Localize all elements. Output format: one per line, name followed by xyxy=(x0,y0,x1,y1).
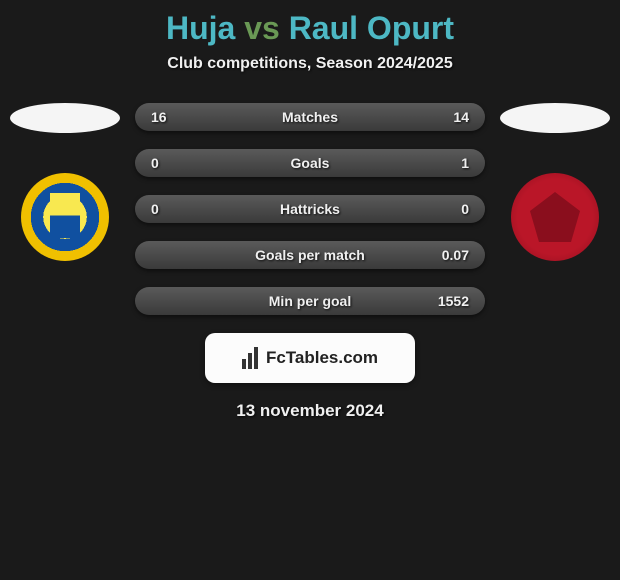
stat-label: Matches xyxy=(282,109,338,125)
fctables-branding-badge[interactable]: FcTables.com xyxy=(205,333,415,383)
stat-left-value: 16 xyxy=(151,109,186,125)
right-logo-column xyxy=(495,103,615,261)
stat-left-value: 0 xyxy=(151,201,186,217)
stat-row-goals: 0 Goals 1 xyxy=(135,149,485,177)
stat-row-hattricks: 0 Hattricks 0 xyxy=(135,195,485,223)
stat-row-goals-per-match: Goals per match 0.07 xyxy=(135,241,485,269)
stat-row-min-per-goal: Min per goal 1552 xyxy=(135,287,485,315)
stat-label: Min per goal xyxy=(269,293,351,309)
vs-separator: vs xyxy=(244,10,280,46)
stat-right-value: 0.07 xyxy=(434,247,469,263)
player2-placeholder-ellipse xyxy=(500,103,610,133)
player2-name: Raul Opurt xyxy=(289,10,454,46)
content-row: 16 Matches 14 0 Goals 1 0 Hattricks 0 Go… xyxy=(0,103,620,315)
stats-column: 16 Matches 14 0 Goals 1 0 Hattricks 0 Go… xyxy=(135,103,485,315)
stat-label: Hattricks xyxy=(280,201,340,217)
petrolul-ploiesti-logo xyxy=(21,173,109,261)
stat-label: Goals xyxy=(291,155,330,171)
player1-name: Huja xyxy=(166,10,235,46)
stat-label: Goals per match xyxy=(255,247,365,263)
snapshot-date: 13 november 2024 xyxy=(0,401,620,421)
branding-text: FcTables.com xyxy=(266,348,378,368)
comparison-title: Huja vs Raul Opurt xyxy=(0,10,620,47)
competition-subtitle: Club competitions, Season 2024/2025 xyxy=(0,55,620,73)
stat-right-value: 1552 xyxy=(434,293,469,309)
comparison-card: Huja vs Raul Opurt Club competitions, Se… xyxy=(0,0,620,421)
chart-icon xyxy=(242,347,258,369)
stat-row-matches: 16 Matches 14 xyxy=(135,103,485,131)
player1-placeholder-ellipse xyxy=(10,103,120,133)
stat-right-value: 1 xyxy=(434,155,469,171)
left-logo-column xyxy=(5,103,125,261)
dinamo-bucuresti-logo xyxy=(511,173,599,261)
stat-right-value: 14 xyxy=(434,109,469,125)
stat-left-value: 0 xyxy=(151,155,186,171)
stat-right-value: 0 xyxy=(434,201,469,217)
